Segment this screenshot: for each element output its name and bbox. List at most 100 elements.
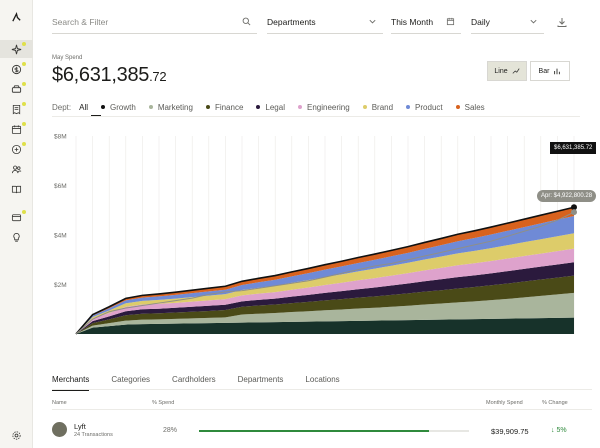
chevron-down-icon	[530, 19, 537, 24]
merchant-pct-change: ↓ 5%	[551, 427, 567, 434]
sidebar-item-reimbursements[interactable]	[0, 120, 33, 138]
area-series-engineering	[76, 248, 574, 334]
dept-tab-marketing[interactable]: Marketing	[148, 102, 193, 112]
dept-tab-all[interactable]: All	[79, 103, 88, 112]
search-icon	[242, 17, 251, 26]
legend-swatch	[297, 105, 302, 109]
column-header-monthly-spend[interactable]: Monthly Spend	[486, 400, 523, 406]
sidebar-item-people[interactable]	[0, 160, 33, 178]
area-series-sales	[76, 207, 574, 334]
sidebar-item-cards[interactable]	[0, 208, 33, 226]
column-header-pct-spend[interactable]: % Spend	[152, 400, 175, 406]
area-series-finance	[76, 275, 574, 334]
comparison-value-point	[571, 209, 577, 216]
sidebar-item-settings[interactable]	[0, 426, 33, 444]
column-header-pct-change[interactable]: % Change	[542, 400, 568, 406]
tab-departments[interactable]: Departments	[237, 375, 284, 384]
bar-view-label: Bar	[538, 67, 550, 75]
dept-tab-label: Sales	[464, 102, 485, 112]
sidebar-item-accounting[interactable]	[0, 140, 33, 158]
notification-dot	[22, 210, 26, 214]
car-icon	[11, 84, 22, 93]
sidebar-item-insights[interactable]	[0, 40, 33, 58]
legend-swatch	[148, 105, 153, 109]
area-series-marketing	[76, 292, 574, 334]
tab-locations[interactable]: Locations	[305, 375, 340, 384]
dept-label: Dept:	[52, 102, 72, 112]
sidebar-item-spend[interactable]	[0, 60, 33, 78]
bank-icon	[11, 144, 22, 154]
dept-tab-label: Finance	[214, 102, 244, 112]
legend-swatch	[205, 105, 210, 109]
sidebar-item-policies[interactable]	[0, 180, 33, 198]
line-view-button[interactable]: Line	[487, 61, 527, 81]
pct-spend-bar	[199, 430, 469, 432]
area-series-product	[76, 215, 574, 334]
sidebar-item-bills[interactable]	[0, 100, 33, 118]
dept-tab-brand[interactable]: Brand	[362, 103, 393, 112]
period-select[interactable]: This Month	[391, 10, 461, 34]
notification-dot	[22, 142, 26, 146]
tab-merchants[interactable]: Merchants	[52, 375, 90, 391]
department-select[interactable]: Departments	[267, 10, 383, 34]
spend-value: $6,631,385.72	[52, 64, 167, 87]
search-filter-input[interactable]: Search & Filter	[52, 10, 257, 34]
download-button[interactable]	[556, 15, 568, 27]
y-tick-label: $8M	[54, 134, 67, 141]
legend-swatch	[455, 105, 460, 109]
dept-tab-label: Legal	[265, 102, 285, 112]
tab-categories[interactable]: Categories	[111, 375, 151, 384]
line-view-label: Line	[494, 67, 508, 75]
receipt-icon	[12, 104, 21, 114]
sidebar-item-travel[interactable]	[0, 80, 33, 98]
users-icon	[11, 165, 22, 173]
merchant-transactions: 24 Transactions	[74, 432, 113, 438]
calendar-icon	[446, 17, 455, 26]
dept-tab-sales[interactable]: Sales	[455, 102, 485, 112]
dept-tab-engineering[interactable]: Engineering	[297, 102, 350, 112]
legend-swatch	[101, 105, 106, 109]
bar-view-button[interactable]: Bar	[530, 61, 570, 81]
department-select-value: Departments	[267, 16, 316, 27]
notification-dot	[22, 102, 26, 106]
notification-dot	[22, 122, 26, 126]
total-spend-line	[75, 206, 575, 335]
dept-tab-growth[interactable]: Growth	[101, 103, 136, 112]
spend-value-main: $6,631,385	[52, 64, 150, 86]
calendar-dollar-icon	[11, 124, 22, 134]
gear-icon	[12, 430, 21, 440]
dept-tab-label: All	[79, 102, 89, 112]
current-value-point	[571, 204, 577, 211]
tab-cardholders[interactable]: Cardholders	[172, 375, 216, 384]
current-value-tooltip: $6,631,385.72	[550, 142, 597, 154]
spend-label: May Spend	[52, 55, 83, 61]
dept-filter-bar: Dept: All Growth Marketing Finance Legal…	[52, 100, 498, 114]
spend-value-cents: .72	[149, 69, 167, 84]
dept-tab-label: Growth	[110, 102, 136, 112]
dept-tab-legal[interactable]: Legal	[256, 103, 285, 112]
dept-tab-label: Marketing	[157, 102, 193, 112]
y-tick-label: $6M	[54, 183, 67, 190]
notification-dot	[22, 82, 26, 86]
dept-tab-label: Engineering	[306, 102, 350, 112]
chevron-down-icon	[369, 19, 376, 24]
dept-tab-product[interactable]: Product	[406, 103, 443, 112]
logo[interactable]	[0, 8, 33, 26]
granularity-select[interactable]: Daily	[471, 10, 544, 34]
bar-chart-icon	[554, 68, 561, 75]
book-icon	[11, 185, 22, 193]
sidebar	[0, 0, 33, 448]
divider	[52, 409, 592, 410]
y-tick-label: $2M	[54, 282, 67, 289]
merchant-avatar	[52, 422, 67, 437]
line-chart-icon	[512, 68, 520, 74]
merchant-name: Lyft	[74, 422, 86, 431]
lightbulb-icon	[13, 232, 20, 242]
column-header-name[interactable]: Name	[52, 400, 67, 406]
dept-tab-label: Product	[415, 102, 443, 112]
merchant-pct-spend: 28%	[163, 427, 178, 434]
dept-tab-finance[interactable]: Finance	[205, 102, 244, 112]
area-series-legal	[76, 262, 574, 334]
sidebar-item-ideas[interactable]	[0, 228, 33, 246]
